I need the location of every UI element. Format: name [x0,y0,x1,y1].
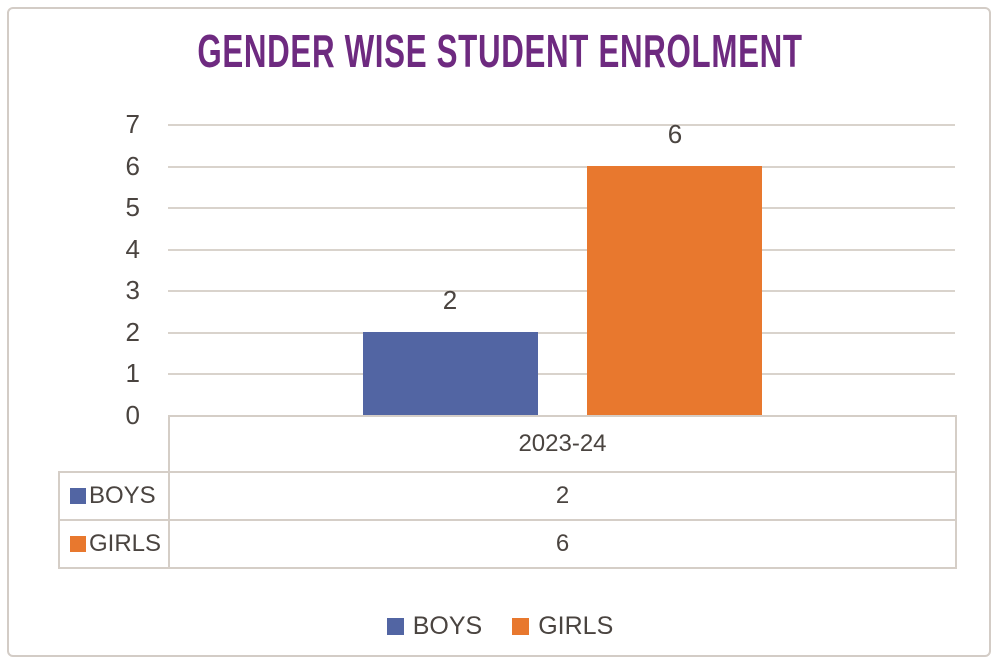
table-row-key-girls: GIRLS [58,519,170,569]
y-tick-label: 3 [125,275,140,306]
y-tick-label: 5 [125,192,140,223]
y-tick-label: 1 [125,358,140,389]
gridline [168,124,955,126]
gridline [168,165,955,168]
y-tick-label: 7 [125,109,140,139]
legend-label-boys: BOYS [412,611,483,640]
gridline [168,373,955,376]
table-key-label-boys: BOYS [89,482,156,509]
legend-label-girls: GIRLS [538,611,614,640]
gridline [168,331,955,334]
bar-boys [363,331,538,415]
table-key-label-girls: GIRLS [89,530,162,557]
gridline [168,207,955,210]
data-label-girls: 6 [667,118,683,149]
legend-item-girls: GIRLS [512,612,613,641]
legend-item-boys: BOYS [386,611,483,641]
table-cell-category: 2023-24 [168,415,957,473]
bar-girls [587,165,762,415]
table-cell-value-boys: 2 [168,471,957,521]
y-tick-label: 4 [125,233,140,264]
girls-series-swatch-icon [70,536,86,552]
y-tick-label: 0 [125,400,140,430]
table-cell-value-girls: 6 [168,519,957,569]
boys-legend-swatch-icon [386,617,404,635]
table-row-key-boys: BOYS [58,471,170,521]
gridline [168,248,955,251]
boys-series-swatch-icon [70,488,86,504]
y-tick-label: 2 [125,316,140,347]
chart-title: GENDER WISE STUDENT ENROLMENT [197,25,803,77]
chart-legend: BOYS GIRLS [0,604,1000,648]
y-tick-label: 6 [125,150,140,181]
data-label-boys: 2 [442,284,458,315]
gridline [168,290,955,293]
girls-legend-swatch-icon [512,617,530,635]
